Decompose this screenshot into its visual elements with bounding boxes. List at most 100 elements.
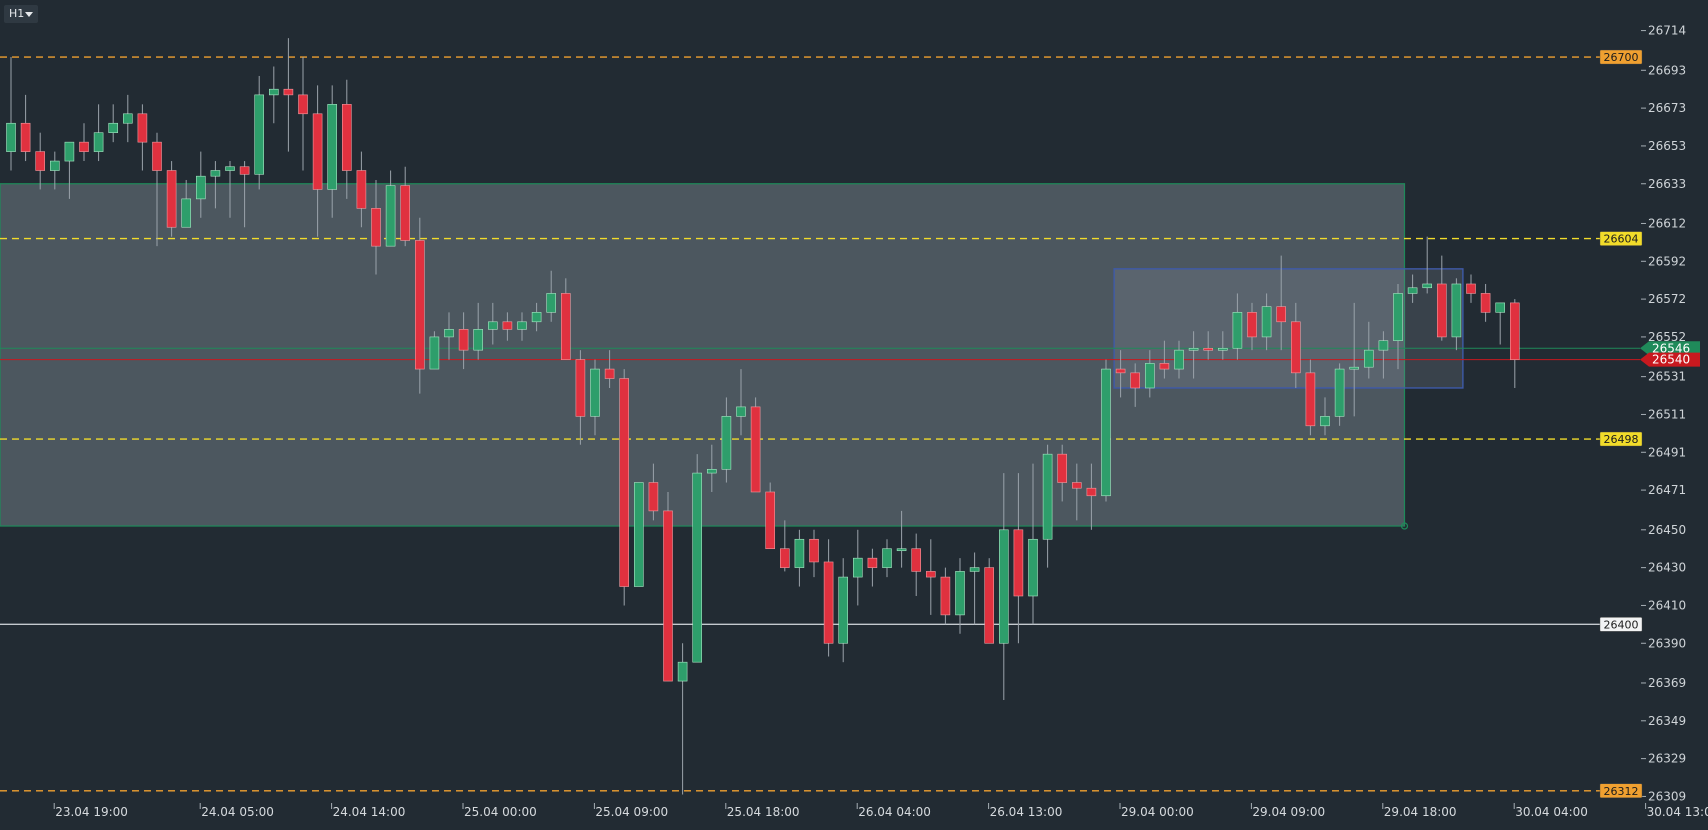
candle-bull (6, 57, 16, 171)
candle-body (458, 329, 469, 351)
candle-bear (152, 132, 162, 247)
candle-body (896, 548, 907, 552)
candle-body (137, 113, 148, 143)
candle-body (268, 88, 279, 96)
candle-bull (1174, 340, 1184, 379)
candle-body (1159, 363, 1170, 370)
candle-body (736, 406, 746, 417)
candle-bear (663, 491, 673, 682)
candle-body (1276, 306, 1286, 323)
candle-bull (1407, 274, 1418, 303)
candle-bear (414, 217, 425, 394)
consolidation-box (1113, 268, 1464, 389)
candle-body (794, 538, 805, 568)
candle-body (166, 170, 177, 228)
candle-body (867, 557, 878, 568)
candle-bear (1437, 255, 1447, 341)
price-tick-label: 26572 (1648, 292, 1686, 306)
candles-layer (6, 38, 1520, 795)
candle-bull (268, 66, 279, 124)
candle-body (341, 104, 352, 171)
candle-body (619, 378, 630, 587)
candle-bear (1013, 473, 1024, 644)
time-tick-label: 30.04 13:00 (1647, 805, 1708, 819)
timeframe-selector[interactable]: H1 (4, 5, 38, 23)
candle-bull (1422, 236, 1432, 294)
candle-bear (604, 350, 615, 388)
resistance-level-tag: 26700 (1599, 49, 1643, 65)
candle-body (487, 321, 498, 330)
candle-bull (852, 529, 863, 606)
candle-bull (108, 104, 118, 143)
candle-body (400, 185, 411, 241)
candle-bear (312, 85, 323, 237)
candle-body (969, 567, 980, 572)
candle-bear (1480, 283, 1491, 322)
candle-bull (123, 94, 133, 143)
support-level-tag-box (1599, 783, 1643, 798)
ask-price-tag-text: 26546 (1652, 341, 1690, 355)
price-axis[interactable]: 26714 26693 26673 26653 26633 26612 26592 26572… (1641, 24, 1686, 804)
candle-bull (473, 302, 484, 360)
candle-bull (429, 331, 440, 370)
candle-bear (619, 369, 630, 606)
candle-body (852, 557, 863, 578)
candle-bear (1291, 302, 1301, 388)
candle-bull (1261, 293, 1272, 351)
candle-body (1218, 347, 1228, 351)
candle-bull (225, 161, 235, 218)
candle-bull (677, 643, 688, 795)
candle-bull (1334, 363, 1345, 426)
candle-bull (210, 161, 221, 209)
round-level-tag-text: 26400 (1604, 618, 1639, 631)
candle-body (312, 113, 323, 190)
candle-body (1378, 340, 1389, 351)
time-axis[interactable]: 23.04 19:00 24.04 05:00 24.04 14:00 25.04 0… (53, 803, 1708, 819)
candle-body (181, 198, 191, 228)
candle-bear (1305, 359, 1316, 436)
candle-bull (487, 302, 498, 345)
price-tick-label: 26511 (1648, 407, 1686, 421)
candle-body (473, 329, 484, 351)
price-tick-label: 26309 (1648, 789, 1686, 803)
candle-body (940, 576, 951, 616)
price-tick-label: 26531 (1648, 370, 1686, 384)
candle-bull (531, 302, 542, 332)
candle-bull (517, 312, 527, 341)
candle-bull (692, 454, 703, 663)
candle-bear (823, 539, 834, 657)
candle-body (1203, 347, 1213, 351)
price-tick-label: 26592 (1648, 254, 1686, 268)
lower-level-tag-box (1599, 431, 1643, 447)
price-tick-label: 26471 (1648, 483, 1686, 497)
price-tick-label: 26552 (1648, 330, 1686, 344)
round-level-tag: 26400 (1599, 617, 1643, 632)
candle-body (429, 336, 440, 370)
candle-body (1510, 302, 1520, 360)
candle-body (414, 240, 425, 370)
candle-body (575, 359, 586, 417)
candle-body (1495, 302, 1505, 313)
candle-body (809, 538, 819, 563)
candle-bull (838, 558, 849, 663)
candle-body (663, 510, 673, 682)
range-zone (0, 183, 1406, 527)
time-tick-label: 29.04 18:00 (1384, 805, 1457, 819)
candle-bear (458, 312, 469, 370)
candle-body (385, 185, 396, 247)
candle-body (1188, 347, 1199, 351)
support-level-tag: 26312 (1599, 783, 1643, 798)
candle-bear (356, 151, 367, 228)
candle-bear (575, 350, 586, 445)
candle-body (692, 472, 703, 663)
candle-body (604, 368, 615, 379)
candle-body (35, 151, 46, 171)
candle-body (298, 94, 308, 115)
candle-bull (327, 85, 338, 218)
candle-body (1349, 366, 1359, 370)
price-tick-label: 26329 (1648, 752, 1686, 766)
price-tick-label: 26693 (1648, 63, 1686, 77)
candle-bear (1072, 463, 1082, 521)
